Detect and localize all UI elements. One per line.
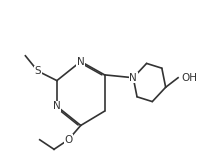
Text: S: S <box>35 66 41 76</box>
Text: OH: OH <box>181 73 197 83</box>
Text: N: N <box>53 101 61 111</box>
Text: N: N <box>77 56 85 66</box>
Text: O: O <box>64 135 72 145</box>
Text: N: N <box>129 73 137 83</box>
